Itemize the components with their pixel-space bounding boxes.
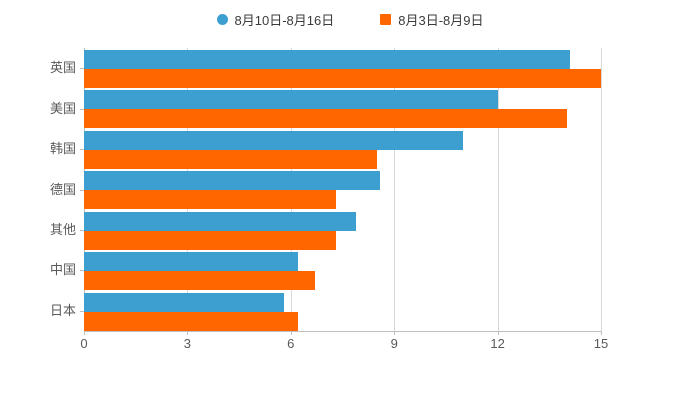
y-tick-mark xyxy=(80,189,84,191)
bar-series-container xyxy=(84,48,601,331)
x-tick-mark-0 xyxy=(84,331,85,335)
x-tick-label-0: 0 xyxy=(80,336,88,351)
x-tick-label-3: 3 xyxy=(183,336,192,351)
bar-group xyxy=(84,291,601,331)
y-tick-mark xyxy=(80,108,84,110)
x-tick-label-6: 6 xyxy=(287,336,295,351)
bar-美国-series-0[interactable] xyxy=(84,90,498,110)
bar-韩国-series-0[interactable] xyxy=(84,130,464,150)
y-tick-label-英国: 英国 xyxy=(49,60,76,76)
x-tick-mark-6 xyxy=(290,331,292,335)
y-tick-mark xyxy=(80,229,84,231)
legend-item-series-0[interactable]: 8月10日-8月16日 xyxy=(216,10,335,29)
y-tick-label-中国: 中国 xyxy=(49,262,76,278)
legend-item-series-1[interactable]: 8月3日-8月9日 xyxy=(380,10,483,29)
x-tick-mark-15 xyxy=(601,331,602,335)
bar-group xyxy=(84,48,601,88)
y-tick-label-美国: 美国 xyxy=(49,100,76,116)
legend-label-series-0: 8月10日-8月16日 xyxy=(234,12,335,28)
gridline-x-15 xyxy=(601,48,602,331)
x-axis-line xyxy=(84,331,602,332)
legend-label-series-1: 8月3日-8月9日 xyxy=(398,12,484,28)
x-tick-mark-3 xyxy=(187,331,189,335)
bar-其他-series-1[interactable] xyxy=(84,230,336,250)
y-tick-label-德国: 德国 xyxy=(49,181,76,197)
bar-美国-series-1[interactable] xyxy=(84,109,567,129)
y-tick-mark xyxy=(80,149,84,151)
bar-group xyxy=(84,129,601,169)
bar-英国-series-0[interactable] xyxy=(84,50,570,69)
bar-日本-series-1[interactable] xyxy=(84,311,298,331)
bar-group xyxy=(84,169,601,210)
x-tick-label-12: 12 xyxy=(490,336,505,351)
bar-英国-series-1[interactable] xyxy=(84,69,601,88)
bar-德国-series-1[interactable] xyxy=(84,190,336,210)
y-tick-mark xyxy=(80,270,84,272)
bar-group xyxy=(84,210,601,250)
x-axis-tick-labels: 0 3 6 9 12 15 xyxy=(0,336,700,356)
x-tick-mark-12 xyxy=(497,331,499,335)
y-tick-label-日本: 日本 xyxy=(49,302,76,318)
y-axis-category-labels: 英国美国韩国德国其他中国日本 xyxy=(0,48,84,331)
y-tick-label-其他: 其他 xyxy=(49,221,76,237)
bar-group xyxy=(84,88,601,129)
y-tick-mark xyxy=(80,310,84,312)
bar-其他-series-0[interactable] xyxy=(84,211,357,231)
bar-德国-series-0[interactable] xyxy=(84,171,381,191)
bar-中国-series-0[interactable] xyxy=(84,252,298,272)
bar-韩国-series-1[interactable] xyxy=(84,149,377,169)
legend-marker-square-icon xyxy=(380,13,392,25)
bar-日本-series-0[interactable] xyxy=(84,292,284,312)
bar-中国-series-1[interactable] xyxy=(84,271,315,291)
y-tick-mark xyxy=(80,68,84,70)
legend-marker-circle-icon xyxy=(216,13,228,25)
x-tick-label-15: 15 xyxy=(593,336,609,351)
bar-group xyxy=(84,250,601,291)
plot-area xyxy=(84,48,602,331)
chart-legend: 8月10日-8月16日 8月3日-8月9日 xyxy=(0,6,700,32)
x-tick-mark-9 xyxy=(394,331,396,335)
y-tick-label-韩国: 韩国 xyxy=(49,141,76,157)
x-tick-label-9: 9 xyxy=(390,336,398,351)
